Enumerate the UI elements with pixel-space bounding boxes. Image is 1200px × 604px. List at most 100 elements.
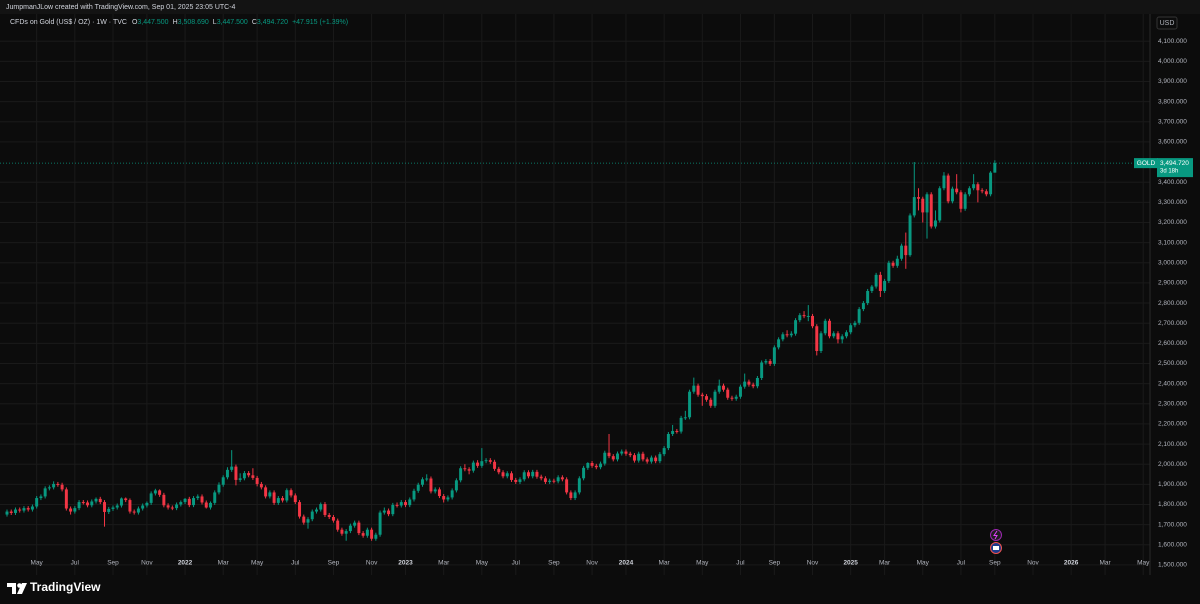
candle-body <box>9 511 13 513</box>
candle-body <box>264 487 268 497</box>
candle-body <box>323 504 327 515</box>
candles <box>5 160 997 541</box>
candle-body <box>963 194 967 209</box>
candle-body <box>56 483 60 485</box>
candle-body <box>310 511 314 520</box>
y-tick-label: 2,200.000 <box>1158 421 1187 428</box>
candle-body <box>717 385 721 392</box>
candle-body <box>242 473 246 479</box>
candle-body <box>535 471 539 477</box>
legend-value: 3,447.500 <box>217 19 248 26</box>
candle-body <box>594 465 598 468</box>
candle-body <box>675 430 679 432</box>
candle-body <box>463 468 467 470</box>
candle-body <box>230 466 234 470</box>
candle-body <box>747 381 751 385</box>
candle-body <box>722 385 725 390</box>
candle-body <box>785 334 789 336</box>
candle-body <box>857 309 861 323</box>
candle-body <box>836 333 840 340</box>
logo-dot <box>17 583 22 588</box>
candle-body <box>344 531 348 534</box>
candle-body <box>743 381 747 387</box>
logo-mark <box>7 583 27 594</box>
candle-body <box>166 505 170 508</box>
candle-body <box>251 475 255 478</box>
candle-body <box>183 498 187 503</box>
candle-body <box>870 286 874 291</box>
candle-body <box>751 384 755 387</box>
candle-body <box>488 460 492 462</box>
candle-body <box>259 483 263 488</box>
candle-body <box>938 188 942 221</box>
candle-body <box>234 466 238 480</box>
candle-body <box>772 347 776 364</box>
candle-body <box>459 468 463 481</box>
y-tick-label: 4,000.000 <box>1158 58 1187 65</box>
candle-body <box>94 498 98 502</box>
candle-body <box>683 417 687 419</box>
grid <box>0 14 1150 575</box>
candle-body <box>730 397 734 399</box>
x-tick-label: Sep <box>548 560 560 567</box>
candle-body <box>221 477 225 485</box>
currency-box[interactable] <box>1156 16 1178 30</box>
candle-body <box>43 488 47 497</box>
x-tick-label: Nov <box>1027 560 1039 567</box>
candle-body <box>319 504 323 510</box>
legend-key: L <box>213 19 217 26</box>
candle-body <box>616 453 619 460</box>
candle-body <box>802 315 806 317</box>
candle-body <box>866 290 870 304</box>
candle-body <box>912 197 916 216</box>
y-tick-label: 3,000.000 <box>1158 259 1187 266</box>
candle-body <box>128 500 132 512</box>
candle-body <box>738 386 742 397</box>
candle-body <box>844 332 848 337</box>
event-icons <box>990 529 1002 554</box>
event-icon-glyph <box>993 546 999 550</box>
candle-body <box>30 506 34 510</box>
candle-body <box>828 320 831 337</box>
candle-body <box>289 490 293 496</box>
candle-body <box>209 502 212 508</box>
candle-body <box>632 455 636 461</box>
candle-body <box>281 498 285 501</box>
candle-body <box>811 315 815 327</box>
candle-body <box>64 489 68 509</box>
candle-body <box>700 394 704 397</box>
candle-body <box>688 391 692 418</box>
candle-body <box>370 529 374 539</box>
candle-body <box>637 453 641 461</box>
candle-body <box>510 473 513 480</box>
price-tag-symbol: GOLD <box>1137 160 1156 167</box>
candle-body <box>921 198 925 213</box>
candle-body <box>760 362 764 378</box>
candle-body <box>497 468 501 473</box>
candle-body <box>539 476 543 479</box>
x-tick-label: Nov <box>586 560 598 567</box>
candle-body <box>336 520 340 530</box>
candle-body <box>149 493 153 503</box>
y-tick-label: 2,400.000 <box>1158 380 1187 387</box>
logo[interactable]: TradingView <box>7 580 101 594</box>
x-tick-label: Sep <box>107 560 119 567</box>
x-tick-label: Sep <box>769 560 781 567</box>
candle-body <box>136 508 140 513</box>
candle-body <box>815 326 819 352</box>
x-tick-label: Mar <box>1099 560 1111 567</box>
candle-body <box>433 489 437 492</box>
candle-body <box>340 529 344 534</box>
candle-body <box>437 489 441 497</box>
candle-body <box>119 498 123 506</box>
candle-body <box>861 303 865 310</box>
candle-body <box>132 511 136 513</box>
candle-body <box>327 514 331 517</box>
candle-body <box>713 391 717 406</box>
logo-text[interactable]: TradingView <box>30 580 101 594</box>
candle-body <box>526 472 530 477</box>
currency[interactable]: USD <box>1160 20 1175 27</box>
candle-body <box>967 188 971 195</box>
y-tick-label: 1,600.000 <box>1158 542 1187 549</box>
